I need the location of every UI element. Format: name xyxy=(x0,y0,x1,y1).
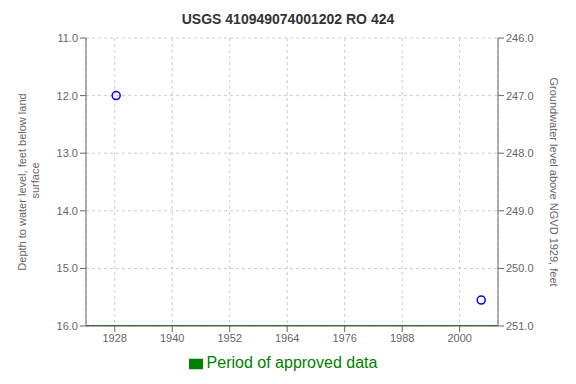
svg-text:Groundwater level above NGVD 1: Groundwater level above NGVD 1929, feet xyxy=(548,77,560,286)
svg-text:14.0: 14.0 xyxy=(57,205,78,217)
svg-text:1952: 1952 xyxy=(217,332,241,344)
svg-text:251.0: 251.0 xyxy=(506,320,534,332)
html-text:Period of approved data: Period of approved data xyxy=(206,354,378,371)
svg-text:2000: 2000 xyxy=(447,332,471,344)
svg-text:250.0: 250.0 xyxy=(506,262,534,274)
svg-text:11.0: 11.0 xyxy=(57,32,78,44)
svg-text:1928: 1928 xyxy=(103,332,127,344)
svg-text:12.0: 12.0 xyxy=(57,90,78,102)
svg-text:Depth to water level, feet bel: Depth to water level, feet below land su… xyxy=(16,93,41,270)
svg-text:1940: 1940 xyxy=(160,332,184,344)
svg-text:247.0: 247.0 xyxy=(506,90,534,102)
svg-text:13.0: 13.0 xyxy=(57,147,78,159)
svg-text:15.0: 15.0 xyxy=(57,262,78,274)
svg-text:248.0: 248.0 xyxy=(506,147,534,159)
svg-text:246.0: 246.0 xyxy=(506,32,534,44)
html-text:USGS 410949074001202 RO 424: USGS 410949074001202 RO 424 xyxy=(181,11,395,27)
svg-text:249.0: 249.0 xyxy=(506,205,534,217)
svg-text:1988: 1988 xyxy=(390,332,414,344)
svg-text:16.0: 16.0 xyxy=(57,320,78,332)
svg-text:1964: 1964 xyxy=(275,332,299,344)
svg-text:1976: 1976 xyxy=(332,332,356,344)
